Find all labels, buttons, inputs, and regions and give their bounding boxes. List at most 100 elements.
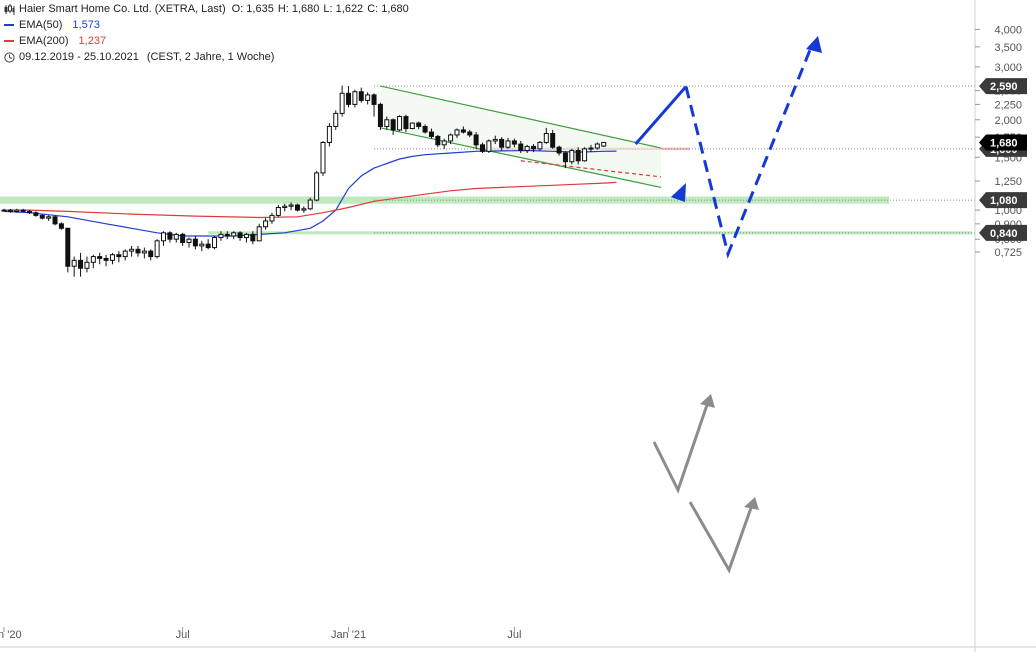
candle-body <box>275 207 281 216</box>
bearish-path-1 <box>652 401 710 494</box>
candle-body <box>307 199 313 210</box>
candle-body <box>448 134 454 142</box>
candle-body <box>52 216 58 225</box>
candle-body <box>148 250 154 258</box>
candle-body <box>333 112 339 127</box>
instrument-title: Haier Smart Home Co. Ltd. (XETRA, Last) <box>19 3 226 15</box>
level-tag-bg <box>979 224 1027 241</box>
candle-body <box>460 129 466 133</box>
candle-body <box>454 129 460 136</box>
candle-body <box>250 233 256 242</box>
bearish-arrow-head-2 <box>744 497 759 510</box>
candle-body <box>256 226 262 242</box>
candle-body <box>84 261 90 269</box>
candle-body <box>575 149 581 162</box>
bullish-dashed-arrow-head <box>806 36 822 53</box>
candle-body <box>473 134 479 146</box>
y-tick-label: 2,250 <box>994 99 1022 111</box>
candle-body <box>588 147 594 150</box>
candle-body <box>263 220 269 228</box>
channel-layer <box>380 85 662 189</box>
candle-body <box>192 238 198 247</box>
candle-body <box>27 210 33 214</box>
candle-body <box>422 125 428 133</box>
y-tick-label: 2,000 <box>994 115 1022 127</box>
candle-body <box>569 149 575 163</box>
candle-body <box>314 172 320 201</box>
candle-body <box>371 94 377 105</box>
level-tag-label: 2,590 <box>990 81 1018 93</box>
candle-body <box>390 119 396 131</box>
candle-body <box>58 223 64 229</box>
candle-body <box>505 140 511 148</box>
candle-body <box>562 152 568 163</box>
ema-lines-layer <box>3 149 617 237</box>
candle-body <box>173 233 179 240</box>
x-tick-label: Jul <box>176 629 190 641</box>
candle-body <box>492 138 498 142</box>
candle-body <box>441 140 447 146</box>
y-tick-label: 4,000 <box>994 24 1022 36</box>
candle-body <box>384 119 390 127</box>
candle-body <box>435 135 441 146</box>
y-tick-label: 1,250 <box>994 176 1022 188</box>
bullish-arrow-head <box>671 183 686 202</box>
y-tick-label: 0,725 <box>994 247 1022 259</box>
ema200-value: 1,237 <box>78 35 107 47</box>
level-tag-label: 1,080 <box>990 195 1018 207</box>
candle-body <box>294 204 300 211</box>
candle-body <box>352 91 358 105</box>
candlestick-icon <box>4 3 15 15</box>
candle-body <box>116 254 122 258</box>
support-zone-1080 <box>0 196 889 204</box>
ema50-line <box>3 149 617 237</box>
clock-icon <box>4 51 15 63</box>
candle-body <box>1 209 7 212</box>
candle-body <box>243 233 249 239</box>
candle-body <box>231 232 237 237</box>
candle-body <box>180 233 186 243</box>
candle-body <box>531 145 537 150</box>
last-price-tag-label: 1,680 <box>990 137 1018 149</box>
candle-body <box>71 259 77 267</box>
candle-body <box>7 209 13 212</box>
period-range: 09.12.2019 - 25.10.2021 <box>19 51 139 63</box>
bearish-arrow-head-1 <box>700 394 715 408</box>
candle-body <box>409 122 415 130</box>
candle-body <box>186 238 192 243</box>
candle-body <box>524 145 530 151</box>
candle-body <box>326 125 332 143</box>
candle-body <box>154 240 160 258</box>
candle-body <box>33 212 39 216</box>
bullish-dashed-path <box>684 44 814 259</box>
candle-body <box>339 92 345 114</box>
candle-body <box>582 148 588 162</box>
candle-body <box>365 94 371 101</box>
candle-body <box>122 250 128 258</box>
candle-body <box>397 116 403 131</box>
x-tick-label: Jan '21 <box>331 629 366 641</box>
candle-body <box>601 141 607 147</box>
candle-body <box>543 132 549 143</box>
ema50-label: EMA(50) <box>19 19 63 31</box>
candle-body <box>14 209 20 212</box>
candle-body <box>550 132 556 148</box>
candle-body <box>103 257 109 261</box>
candle-body <box>594 143 600 149</box>
candle-body <box>518 143 524 151</box>
ohlc-high: H: 1,680 <box>277 3 320 15</box>
ema50-value: 1,573 <box>72 19 100 31</box>
y-tick-label: 3,000 <box>994 62 1022 74</box>
candle-body <box>90 256 96 263</box>
candle-body <box>486 140 492 152</box>
candle-body <box>511 140 517 145</box>
ema50-swatch <box>4 24 14 26</box>
projection-arrows-layer <box>634 36 822 574</box>
x-tick-label: Jan '20 <box>0 629 22 641</box>
channel-fill <box>380 86 662 188</box>
candles-layer <box>1 85 607 277</box>
candle-body <box>97 256 103 259</box>
level-tag-bg <box>979 192 1027 209</box>
candle-body <box>537 141 543 150</box>
period-info: 09.12.2019 - 25.10.2021 (CEST, 2 Jahre, … <box>4 51 274 63</box>
